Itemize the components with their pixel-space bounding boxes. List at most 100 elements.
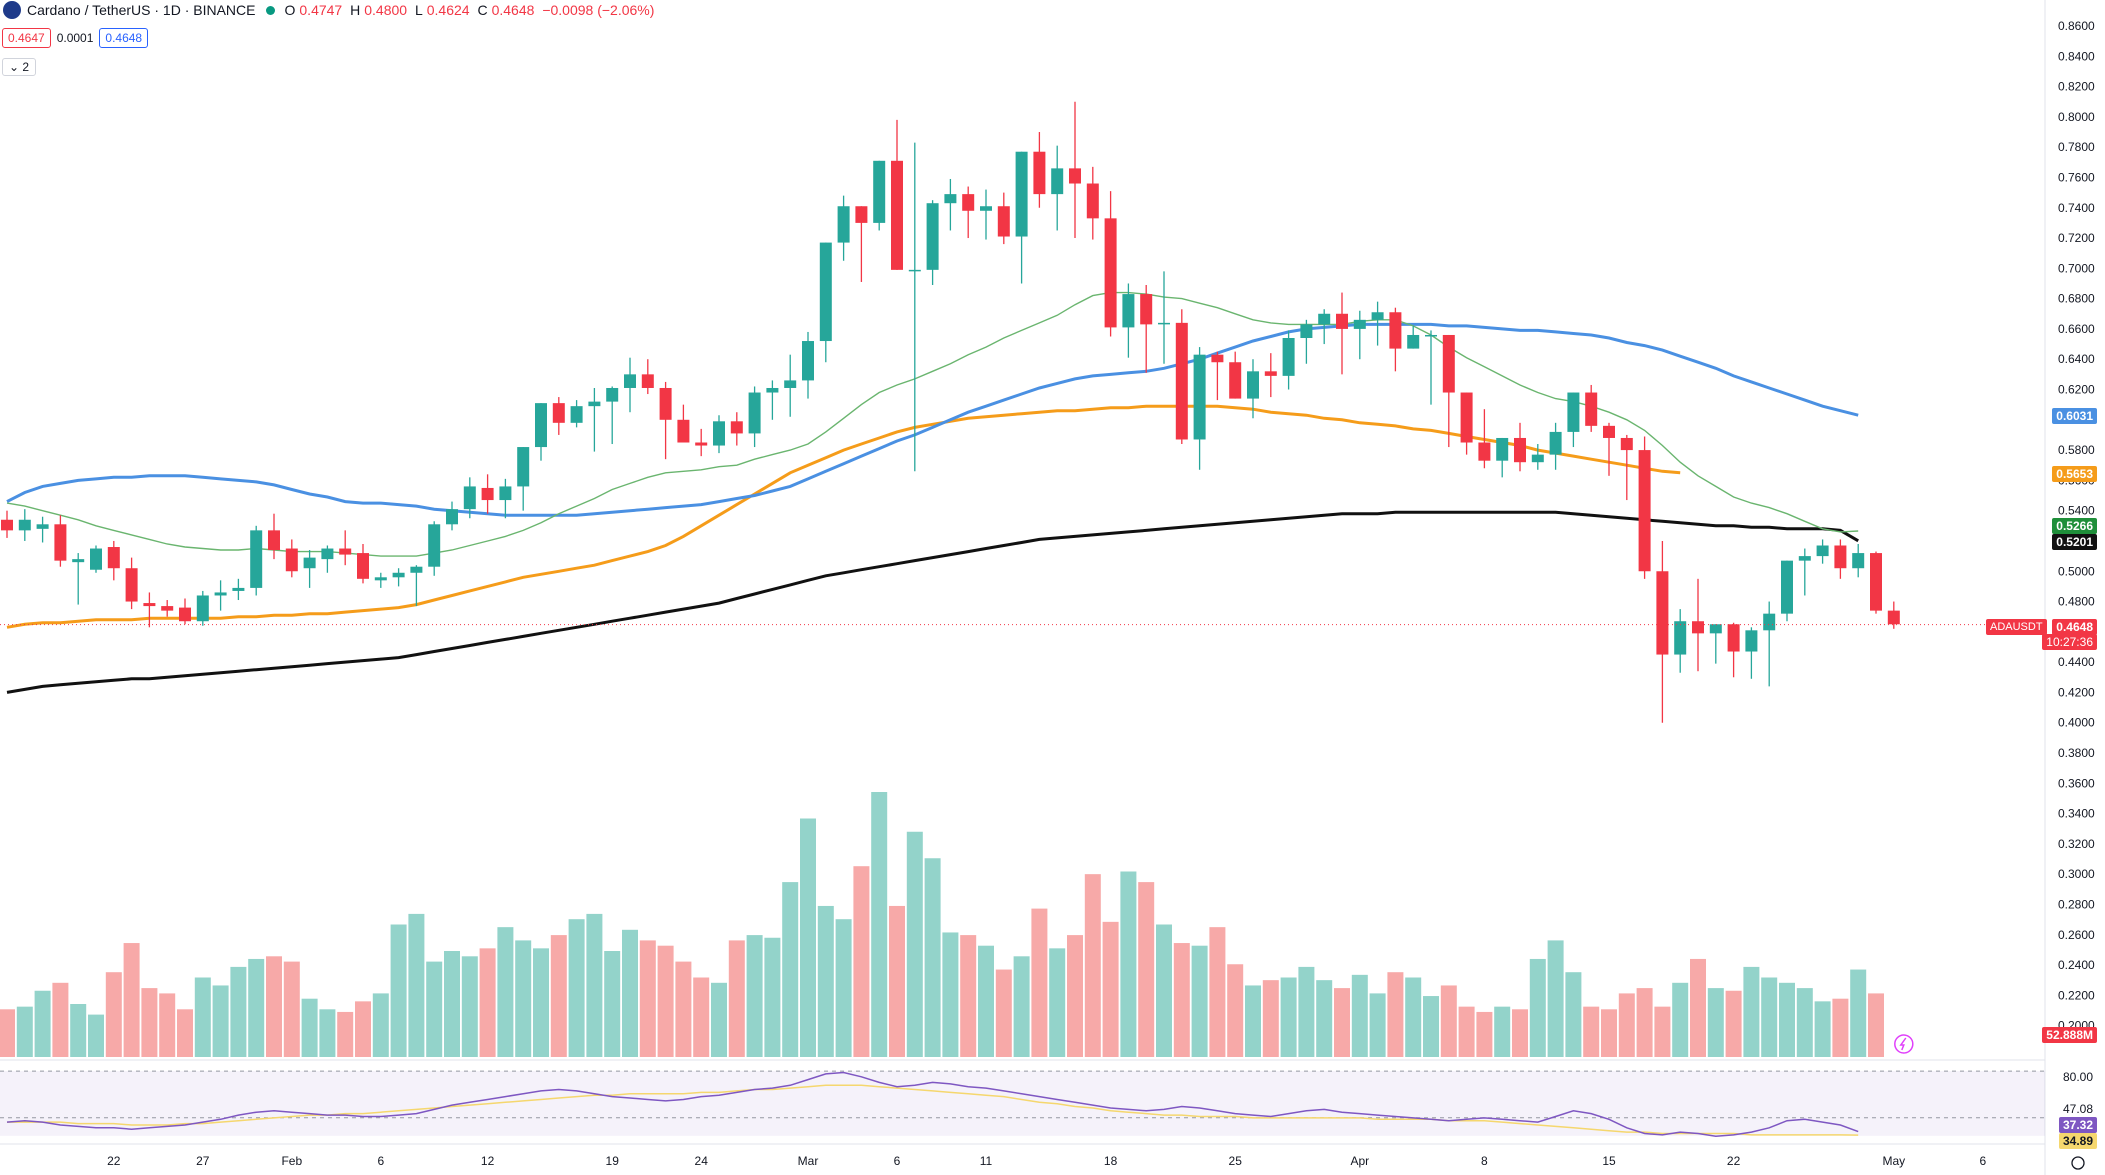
symbol-title[interactable]: Cardano / TetherUS · 1D · BINANCE <box>27 2 256 18</box>
volume-bar <box>1138 882 1155 1057</box>
candle-body <box>1069 168 1081 184</box>
volume-bar <box>1156 924 1172 1057</box>
candle-body <box>72 559 85 563</box>
candle-body <box>908 269 921 272</box>
candle-body <box>1852 553 1865 569</box>
volume-bar <box>1084 874 1101 1057</box>
candle-body <box>891 160 903 270</box>
ma-orange-label: 0.5653 <box>2052 466 2097 482</box>
bid-box[interactable]: 0.4647 <box>2 28 51 48</box>
x-tick-label: 24 <box>695 1154 709 1168</box>
candle-body <box>1211 354 1224 363</box>
volume-bar <box>764 937 781 1057</box>
candle-body <box>1353 319 1366 329</box>
candle-body <box>446 509 458 525</box>
candle-body <box>1763 613 1776 631</box>
candle-body <box>143 603 156 607</box>
rsi-mid-label: 47.08 <box>2062 1102 2093 1116</box>
open-value: 0.4747 <box>299 2 343 18</box>
volume-bar <box>1796 988 1813 1057</box>
volume-bar <box>586 913 603 1057</box>
candle-body <box>552 403 565 423</box>
candle-body <box>339 548 352 555</box>
volume-bar <box>1245 985 1261 1057</box>
volume-bar <box>1405 977 1422 1057</box>
volume-bar <box>426 961 443 1057</box>
rsi-line <box>6 1071 1859 1138</box>
indicators-toggle[interactable]: ⌄ 2 <box>2 58 37 76</box>
indicators-count: 2 <box>22 60 30 74</box>
volume-bar <box>800 818 816 1057</box>
countdown-label: 10:27:36 <box>2042 634 2097 650</box>
candle-body <box>1478 442 1491 461</box>
candle-body <box>303 557 316 569</box>
volume-bar <box>906 831 923 1057</box>
symbol-price-tag[interactable]: ADAUSDT <box>1986 619 2047 635</box>
candle-body <box>1567 392 1580 432</box>
candle-body <box>1229 362 1242 399</box>
volume-bar <box>639 940 656 1057</box>
candle-body <box>1193 354 1206 440</box>
y-tick-label: 0.6600 <box>2058 322 2095 336</box>
candle-body <box>855 206 868 223</box>
x-tick-label: 12 <box>481 1154 495 1168</box>
x-tick-label: 25 <box>1229 1154 1243 1168</box>
candle-body <box>997 206 1010 237</box>
x-tick-label: 11 <box>980 1154 993 1168</box>
volume-bar <box>1814 1001 1831 1057</box>
chevron-down-icon: ⌄ <box>9 60 20 74</box>
volume-bar <box>1636 988 1653 1057</box>
volume-bar <box>924 858 941 1057</box>
volume-bar <box>1779 982 1795 1057</box>
volume-bar <box>1067 935 1083 1057</box>
y-tick-label: 0.3800 <box>2058 746 2095 760</box>
alert-lightning-icon <box>1894 1034 1914 1054</box>
volume-bar <box>1743 966 1760 1057</box>
volume-bar <box>444 951 460 1057</box>
candle-body <box>321 548 334 560</box>
volume-bar <box>1547 940 1564 1057</box>
x-tick-label: 8 <box>1481 1154 1488 1168</box>
candle-body <box>1104 218 1117 328</box>
volume-bar <box>34 990 51 1057</box>
volume-bar <box>1654 1006 1671 1057</box>
y-tick-label: 0.7400 <box>2058 201 2095 215</box>
ma-green-line <box>6 291 1859 557</box>
volume-bar <box>622 929 638 1057</box>
y-tick-label: 0.7800 <box>2058 140 2095 154</box>
candle-body <box>1015 151 1028 237</box>
y-tick-label: 0.3000 <box>2058 867 2095 881</box>
candle-body <box>1282 338 1295 376</box>
x-tick-label: Apr <box>1350 1154 1369 1168</box>
volume-bar <box>871 792 888 1057</box>
settings-gear-icon <box>2071 1156 2085 1170</box>
y-tick-label: 0.4000 <box>2058 716 2095 730</box>
candle-body <box>962 194 975 211</box>
volume-bar <box>1209 927 1226 1057</box>
volume-bar <box>177 1009 193 1057</box>
volume-bar <box>693 977 710 1057</box>
ma-black-label: 0.5201 <box>2052 534 2097 550</box>
candle-body <box>1692 621 1704 634</box>
volume-bar <box>1725 990 1742 1057</box>
x-tick-label: 6 <box>894 1154 901 1168</box>
candle-body <box>695 442 708 446</box>
candle-body <box>1816 545 1829 557</box>
candle-body <box>766 387 779 393</box>
volume-bar <box>853 866 870 1057</box>
y-tick-label: 0.7200 <box>2058 231 2095 245</box>
candle-body <box>499 486 512 501</box>
volume-bar <box>728 940 745 1057</box>
ask-box[interactable]: 0.4648 <box>99 28 149 48</box>
lightning-bolt-icon <box>1899 1037 1907 1051</box>
volume-bar <box>657 945 674 1057</box>
last-price-label: 0.4648 <box>2052 619 2097 635</box>
candle-body <box>214 592 227 596</box>
candle-body <box>980 206 992 211</box>
candle-body <box>1407 334 1420 349</box>
candle-body <box>730 421 743 434</box>
y-tick-label: 0.7600 <box>2058 170 2095 184</box>
bid-ask-row: 0.4647 0.0001 0.4648 <box>2 28 149 48</box>
y-tick-label: 0.2200 <box>2058 988 2095 1002</box>
